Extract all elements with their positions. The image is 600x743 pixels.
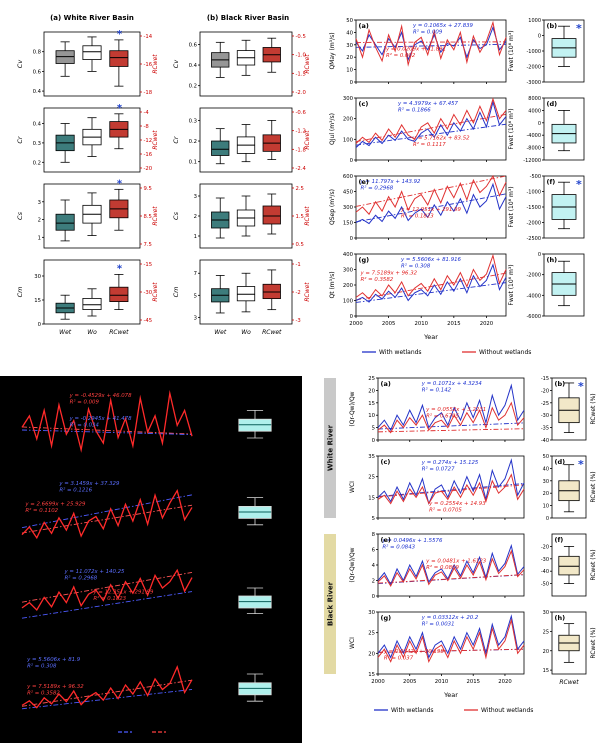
wci-ratio-timeseries-figure — [322, 366, 600, 743]
basin-coefficient-boxplots-figure — [8, 8, 314, 364]
discharge-timeseries-figure — [322, 8, 596, 364]
dark-trend-panels-figure — [0, 376, 302, 743]
